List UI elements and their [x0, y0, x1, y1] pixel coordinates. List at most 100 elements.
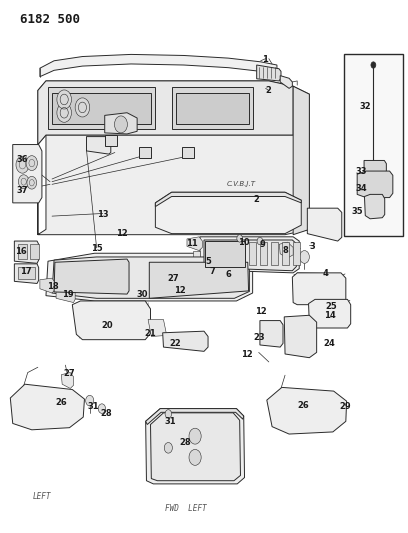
- Polygon shape: [146, 409, 244, 484]
- Polygon shape: [30, 244, 39, 259]
- Text: 26: 26: [55, 398, 67, 407]
- Polygon shape: [10, 384, 84, 430]
- Polygon shape: [148, 319, 167, 336]
- Text: FWD  LEFT: FWD LEFT: [165, 504, 206, 513]
- Text: 25: 25: [326, 302, 337, 311]
- Circle shape: [115, 116, 127, 133]
- Polygon shape: [38, 134, 309, 235]
- Text: 28: 28: [100, 409, 112, 418]
- Circle shape: [164, 442, 173, 453]
- Circle shape: [18, 175, 29, 189]
- Polygon shape: [279, 242, 293, 258]
- Text: 6182 500: 6182 500: [20, 13, 80, 26]
- Text: 5: 5: [205, 257, 211, 265]
- Text: 17: 17: [20, 267, 31, 276]
- Polygon shape: [40, 54, 277, 77]
- Polygon shape: [307, 208, 342, 241]
- Circle shape: [299, 251, 309, 263]
- Text: C.V.B.J.T: C.V.B.J.T: [226, 181, 255, 187]
- Text: 12: 12: [116, 229, 128, 238]
- Text: 6: 6: [225, 270, 231, 279]
- Text: 16: 16: [15, 247, 27, 256]
- Text: 33: 33: [355, 166, 367, 175]
- Polygon shape: [14, 264, 39, 284]
- Polygon shape: [151, 413, 240, 481]
- Text: P.C: P.C: [226, 196, 237, 202]
- Polygon shape: [155, 192, 301, 233]
- Polygon shape: [172, 87, 253, 128]
- Text: 9: 9: [260, 240, 266, 249]
- Polygon shape: [155, 192, 301, 207]
- Polygon shape: [48, 87, 155, 128]
- Text: 12: 12: [241, 350, 253, 359]
- Text: 28: 28: [180, 438, 191, 447]
- Polygon shape: [13, 144, 42, 203]
- Polygon shape: [182, 147, 194, 158]
- Text: 32: 32: [359, 102, 371, 111]
- Polygon shape: [260, 320, 283, 347]
- Text: 27: 27: [63, 369, 75, 378]
- Polygon shape: [46, 253, 253, 301]
- Circle shape: [57, 90, 71, 109]
- Polygon shape: [267, 387, 347, 434]
- Text: 31: 31: [165, 417, 177, 426]
- FancyBboxPatch shape: [344, 54, 403, 236]
- Polygon shape: [105, 135, 117, 146]
- Text: 15: 15: [91, 244, 102, 253]
- Polygon shape: [284, 316, 317, 358]
- Text: 24: 24: [323, 340, 335, 349]
- Circle shape: [16, 156, 29, 173]
- Polygon shape: [52, 93, 151, 124]
- Circle shape: [86, 395, 94, 406]
- Text: 2: 2: [265, 86, 271, 95]
- Polygon shape: [54, 259, 129, 294]
- Polygon shape: [38, 81, 309, 144]
- Circle shape: [189, 449, 201, 465]
- Polygon shape: [260, 242, 267, 265]
- Text: 12: 12: [255, 307, 266, 316]
- Polygon shape: [86, 136, 111, 154]
- Polygon shape: [56, 288, 75, 303]
- Circle shape: [98, 404, 106, 414]
- Polygon shape: [163, 331, 208, 351]
- Polygon shape: [18, 266, 35, 279]
- Text: LEFT: LEFT: [33, 492, 51, 500]
- Polygon shape: [146, 409, 244, 424]
- Polygon shape: [293, 242, 300, 265]
- Text: 1: 1: [262, 55, 268, 64]
- Text: 12: 12: [174, 286, 186, 295]
- Text: 31: 31: [88, 402, 100, 411]
- Polygon shape: [187, 237, 202, 251]
- Polygon shape: [357, 171, 393, 198]
- Polygon shape: [18, 244, 27, 259]
- Text: 21: 21: [144, 329, 156, 338]
- Polygon shape: [364, 195, 385, 219]
- Text: 18: 18: [47, 281, 59, 290]
- Polygon shape: [61, 373, 73, 389]
- Text: 29: 29: [339, 402, 351, 411]
- Polygon shape: [248, 242, 256, 265]
- Text: 4: 4: [323, 269, 328, 278]
- Polygon shape: [105, 113, 137, 134]
- Text: 35: 35: [351, 207, 363, 216]
- Text: 36: 36: [17, 155, 28, 164]
- Text: 10: 10: [238, 238, 250, 247]
- Polygon shape: [200, 237, 299, 273]
- Polygon shape: [293, 86, 309, 235]
- Circle shape: [27, 176, 37, 189]
- Circle shape: [257, 237, 263, 245]
- Polygon shape: [14, 241, 39, 263]
- Polygon shape: [52, 257, 249, 298]
- Text: 27: 27: [167, 273, 179, 282]
- Text: 34: 34: [355, 183, 367, 192]
- Polygon shape: [282, 242, 289, 265]
- Polygon shape: [139, 147, 151, 158]
- Circle shape: [371, 62, 376, 68]
- Polygon shape: [38, 81, 293, 144]
- Circle shape: [57, 103, 71, 122]
- Circle shape: [165, 410, 172, 418]
- Polygon shape: [280, 76, 293, 88]
- Polygon shape: [175, 93, 248, 124]
- Text: 30: 30: [137, 289, 148, 298]
- Polygon shape: [193, 251, 200, 268]
